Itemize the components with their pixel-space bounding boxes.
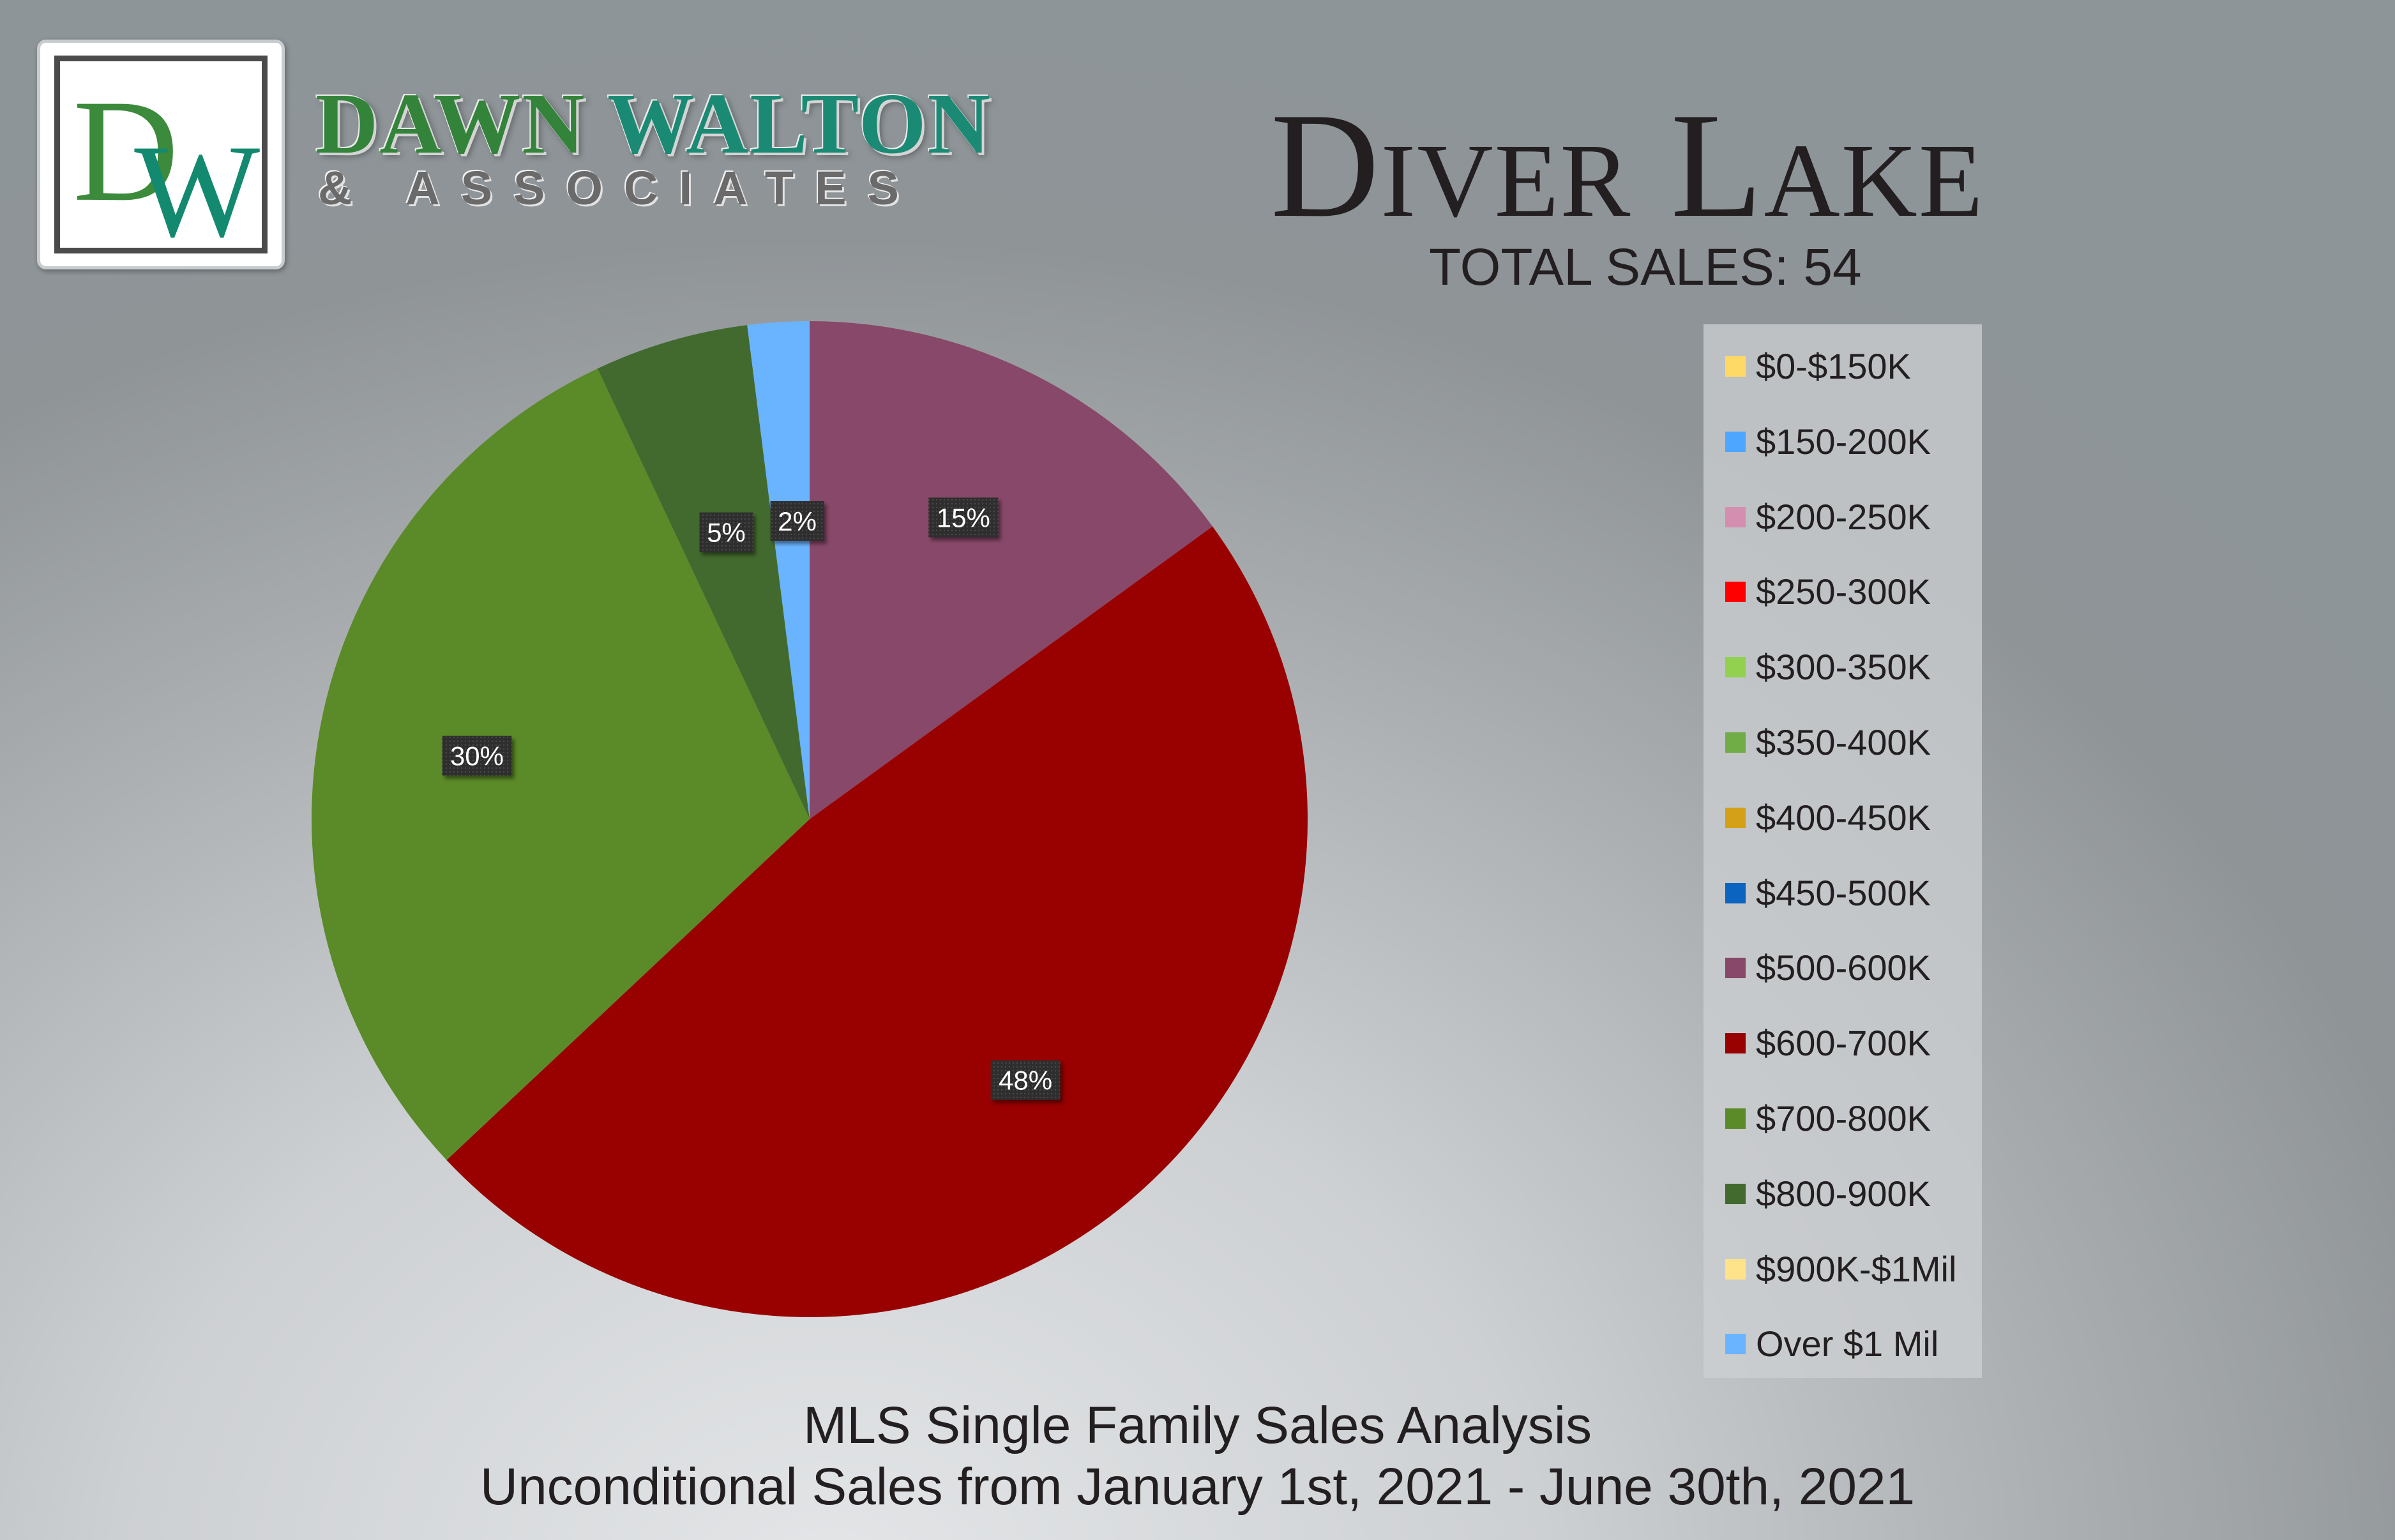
- legend-label: $250-300K: [1756, 571, 1931, 612]
- pie-data-labels: 15% 48% 30% 5% 2%: [442, 497, 1061, 1100]
- svg-text:5%: 5%: [707, 518, 746, 548]
- brand-subtitle: & ASSOCIATES: [318, 162, 920, 215]
- data-label-600-700k: 48%: [990, 1060, 1061, 1100]
- legend-swatch: [1725, 1258, 1746, 1280]
- data-label-700-800k: 30%: [442, 736, 512, 776]
- logo-frame: D W: [54, 56, 268, 253]
- legend-swatch: [1725, 657, 1746, 678]
- legend-item-350-400k: $350-400K: [1725, 717, 1931, 768]
- legend-swatch: [1725, 1334, 1746, 1355]
- legend-item-900k-1mil: $900K-$1Mil: [1725, 1244, 1956, 1295]
- legend-item-300-350k: $300-350K: [1725, 642, 1931, 693]
- legend-label: $150-200K: [1756, 421, 1931, 462]
- legend-label: $450-500K: [1756, 872, 1931, 913]
- legend-swatch: [1725, 582, 1746, 603]
- logo-monogram-w: W: [134, 117, 260, 248]
- data-label-800-900k: 5%: [699, 512, 753, 552]
- total-sales: TOTAL SALES: 54: [1429, 238, 1862, 296]
- legend-swatch: [1725, 1183, 1746, 1204]
- legend-swatch: [1725, 506, 1746, 527]
- pie-slices: [311, 321, 1308, 1318]
- legend-label: $500-600K: [1756, 947, 1931, 988]
- data-label-over-1-mil: 2%: [770, 501, 824, 541]
- logo-monogram-d: D: [73, 70, 179, 232]
- legend-item-450-500k: $450-500K: [1725, 868, 1931, 919]
- page-title: Diver Lake: [1271, 82, 1984, 249]
- legend-label: $300-350K: [1756, 647, 1931, 688]
- brand-name-first: DAWN: [315, 76, 586, 172]
- legend-swatch: [1725, 807, 1746, 828]
- brand-name: DAWN WALTON: [315, 80, 992, 167]
- legend-label: Over $1 Mil: [1756, 1324, 1939, 1364]
- legend-item-500-600k: $500-600K: [1725, 942, 1931, 993]
- pie-slice-600-700k: [446, 526, 1308, 1318]
- legend-label: $800-900K: [1756, 1173, 1931, 1214]
- pie-slice-500-600k: [810, 321, 1213, 819]
- svg-text:2%: 2%: [778, 506, 817, 536]
- legend-swatch: [1725, 882, 1746, 903]
- legend: $0-$150K $150-200K $200-250K $250-300K $300-…: [1704, 324, 1982, 1378]
- legend-swatch: [1725, 431, 1746, 452]
- pie-slice-700-800k: [311, 368, 810, 1160]
- footer-date-range: Unconditional Sales from January 1st, 20…: [480, 1458, 1915, 1516]
- legend-item-250-300k: $250-300K: [1725, 566, 1931, 617]
- pie-slice-800-900k: [597, 325, 810, 820]
- legend-swatch: [1725, 958, 1746, 979]
- legend-label: $600-700K: [1756, 1023, 1931, 1064]
- logo: D W: [37, 40, 285, 269]
- pie-slice-over-1-mil: [747, 321, 810, 819]
- footer-title: MLS Single Family Sales Analysis: [803, 1396, 1592, 1454]
- legend-label: $400-450K: [1756, 797, 1931, 838]
- legend-label: $200-250K: [1756, 496, 1931, 537]
- svg-text:15%: 15%: [937, 502, 990, 532]
- legend-label: $900K-$1Mil: [1756, 1248, 1957, 1289]
- svg-text:30%: 30%: [450, 741, 504, 771]
- legend-item-200-250k: $200-250K: [1725, 492, 1931, 543]
- legend-label: $350-400K: [1756, 722, 1931, 762]
- legend-swatch: [1725, 732, 1746, 753]
- legend-label: $700-800K: [1756, 1098, 1931, 1138]
- svg-text:48%: 48%: [999, 1066, 1052, 1096]
- legend-item-0-150k: $0-$150K: [1725, 341, 1911, 392]
- legend-swatch: [1725, 356, 1746, 377]
- legend-item-400-450k: $400-450K: [1725, 792, 1931, 843]
- brand-name-last: WALTON: [607, 76, 992, 172]
- legend-swatch: [1725, 1033, 1746, 1054]
- data-label-500-600k: 15%: [928, 497, 999, 538]
- legend-item-700-800k: $700-800K: [1725, 1093, 1931, 1144]
- legend-item-800-900k: $800-900K: [1725, 1168, 1931, 1219]
- legend-swatch: [1725, 1108, 1746, 1129]
- dw-monogram-icon: D W: [73, 70, 260, 248]
- legend-item-150-200k: $150-200K: [1725, 416, 1931, 467]
- legend-item-over-1-mil: Over $1 Mil: [1725, 1318, 1938, 1370]
- legend-label: $0-$150K: [1756, 346, 1911, 386]
- legend-item-600-700k: $600-700K: [1725, 1018, 1931, 1069]
